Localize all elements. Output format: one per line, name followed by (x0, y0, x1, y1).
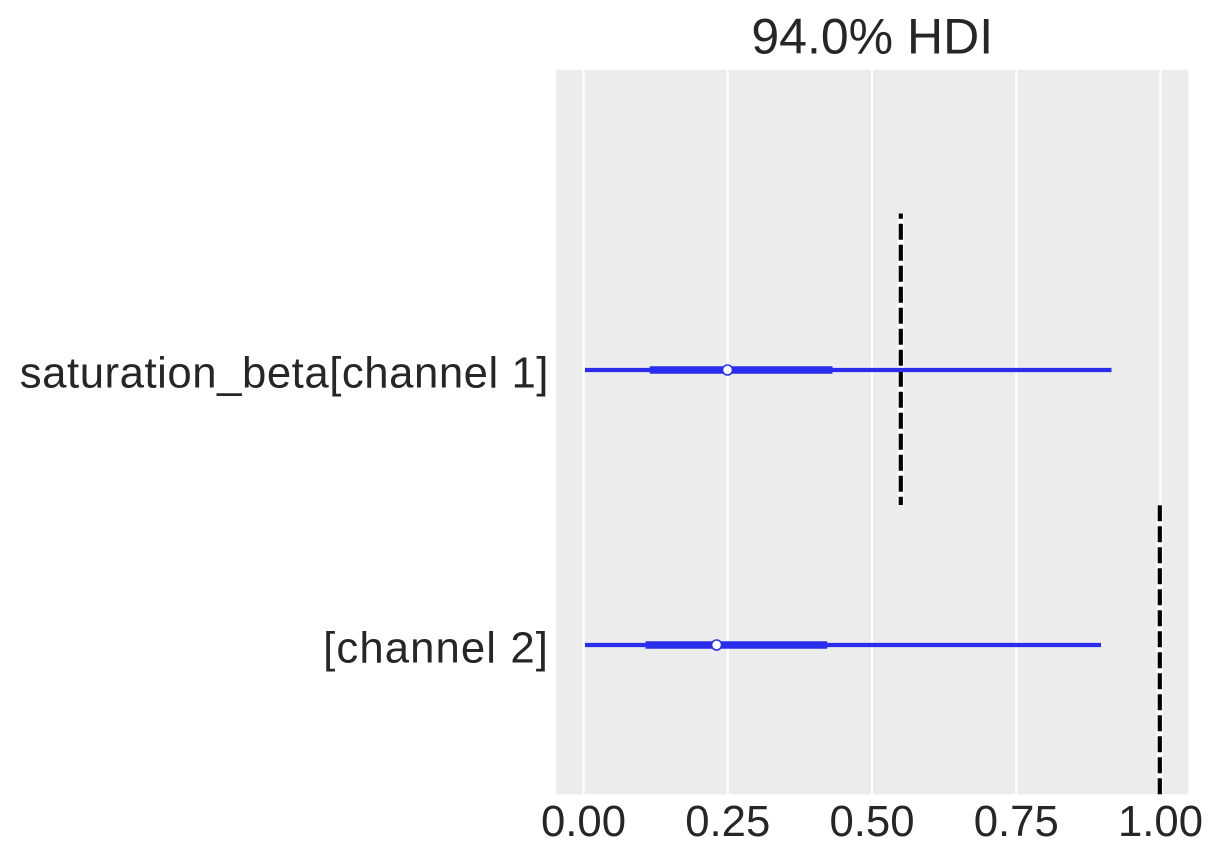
svg-text:0.00: 0.00 (541, 797, 626, 846)
svg-text:[channel 2]: [channel 2] (323, 624, 549, 673)
svg-text:94.0% HDI: 94.0% HDI (751, 9, 993, 65)
svg-text:0.50: 0.50 (829, 797, 914, 846)
svg-text:saturation_beta[channel 1]: saturation_beta[channel 1] (20, 349, 549, 398)
svg-text:0.75: 0.75 (974, 797, 1059, 846)
svg-text:0.25: 0.25 (685, 797, 770, 846)
svg-text:1.00: 1.00 (1118, 797, 1203, 846)
